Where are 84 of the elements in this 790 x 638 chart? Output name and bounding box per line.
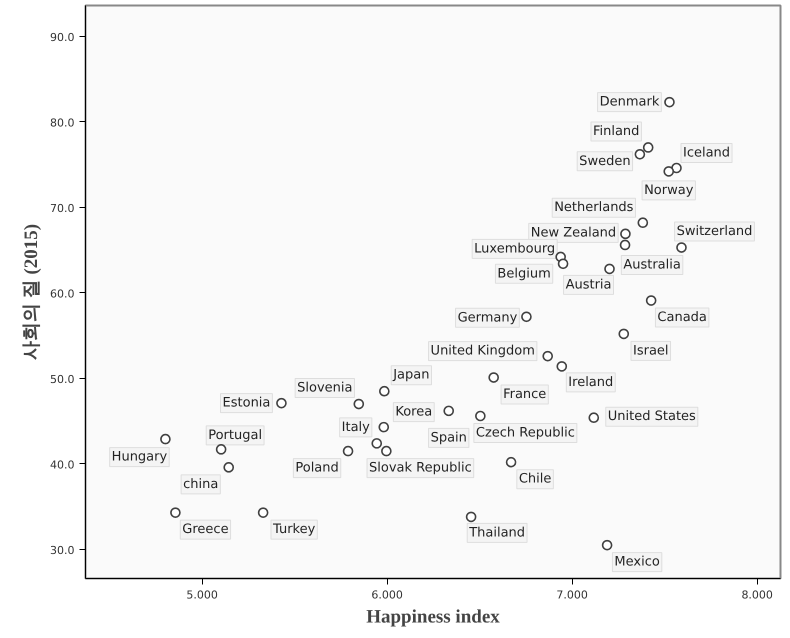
point bbox=[170, 507, 181, 518]
point bbox=[371, 438, 382, 449]
point bbox=[671, 162, 682, 174]
point bbox=[542, 350, 554, 362]
data-label: Estonia bbox=[222, 396, 270, 411]
data-label: Poland bbox=[295, 460, 339, 476]
data-label: Thailand bbox=[468, 525, 526, 540]
point bbox=[381, 446, 392, 456]
point bbox=[223, 462, 234, 473]
data-label: Japan bbox=[392, 368, 430, 383]
data-label: France bbox=[503, 387, 546, 402]
y-tick-label: 70.0 bbox=[50, 202, 75, 215]
x-tick-label: 8.000 bbox=[741, 588, 773, 602]
data-label: Switzerland bbox=[676, 224, 752, 240]
point bbox=[354, 398, 364, 410]
data-label: Netherlands bbox=[554, 200, 634, 216]
point bbox=[216, 444, 226, 455]
data-label: United Kingdom bbox=[430, 344, 535, 359]
point bbox=[378, 422, 390, 432]
point bbox=[506, 456, 516, 468]
data-label: Belgium bbox=[497, 266, 551, 282]
data-label: New Zealand bbox=[530, 225, 616, 240]
point bbox=[620, 228, 631, 240]
point bbox=[475, 410, 486, 422]
point bbox=[664, 96, 675, 108]
data-label: Luxembourg bbox=[474, 241, 556, 256]
x-tick-label: 5.000 bbox=[186, 588, 218, 602]
data-label: Denmark bbox=[600, 94, 660, 110]
data-label: Italy bbox=[342, 420, 370, 435]
data-label: Sweden bbox=[579, 154, 631, 169]
data-label: Slovenia bbox=[297, 380, 352, 396]
point bbox=[618, 328, 630, 340]
point bbox=[379, 386, 390, 396]
data-label: Slovak Republic bbox=[369, 460, 472, 476]
data-label: Israel bbox=[633, 343, 669, 358]
point bbox=[521, 312, 532, 322]
point bbox=[588, 412, 600, 424]
data-label: Hungary bbox=[112, 450, 168, 465]
point bbox=[466, 512, 476, 522]
data-label: Germany bbox=[458, 310, 518, 326]
data-label: Finland bbox=[592, 124, 640, 139]
data-label: Czech Republic bbox=[476, 426, 575, 441]
point bbox=[556, 361, 568, 372]
point bbox=[160, 434, 171, 444]
data-label: Korea bbox=[395, 404, 432, 420]
data-label: Austria bbox=[566, 277, 612, 292]
point bbox=[634, 149, 646, 160]
point bbox=[342, 446, 354, 456]
data-label: United States bbox=[608, 409, 696, 424]
point bbox=[638, 217, 648, 228]
data-label: Iceland bbox=[682, 145, 730, 160]
data-label: Portugal bbox=[208, 428, 262, 443]
point bbox=[276, 398, 287, 408]
point bbox=[642, 142, 654, 153]
point bbox=[602, 540, 612, 550]
point bbox=[443, 406, 454, 416]
y-axis-title: 사회의 질 (2015) bbox=[21, 224, 42, 360]
data-label: Chile bbox=[518, 472, 552, 487]
x-tick-label: 7.000 bbox=[556, 588, 588, 602]
data-label: Australia bbox=[623, 257, 681, 272]
point bbox=[604, 264, 615, 274]
point bbox=[676, 242, 687, 253]
data-label: china bbox=[183, 476, 218, 492]
y-tick-label: 40.0 bbox=[50, 458, 75, 472]
data-label: Spain bbox=[430, 430, 467, 446]
y-tick-label: 90.0 bbox=[50, 30, 75, 44]
y-tick-label: 30.0 bbox=[50, 544, 75, 557]
point bbox=[663, 166, 674, 177]
y-tick-label: 80.0 bbox=[50, 116, 75, 130]
point bbox=[488, 372, 499, 383]
point bbox=[620, 240, 630, 250]
x-axis-title: Happiness index bbox=[366, 606, 500, 628]
point bbox=[558, 258, 568, 270]
data-label: Mexico bbox=[614, 554, 660, 570]
y-tick-label: 50.0 bbox=[50, 372, 75, 386]
data-label: Canada bbox=[657, 310, 707, 326]
data-label: Ireland bbox=[568, 374, 614, 390]
data-label: Norway bbox=[644, 182, 694, 198]
data-label: Greece bbox=[182, 522, 229, 538]
point bbox=[258, 507, 268, 518]
y-tick-label: 60.0 bbox=[50, 287, 75, 300]
data-label: Turkey bbox=[272, 522, 316, 538]
point bbox=[646, 295, 656, 306]
x-tick-label: 6.000 bbox=[371, 588, 403, 602]
